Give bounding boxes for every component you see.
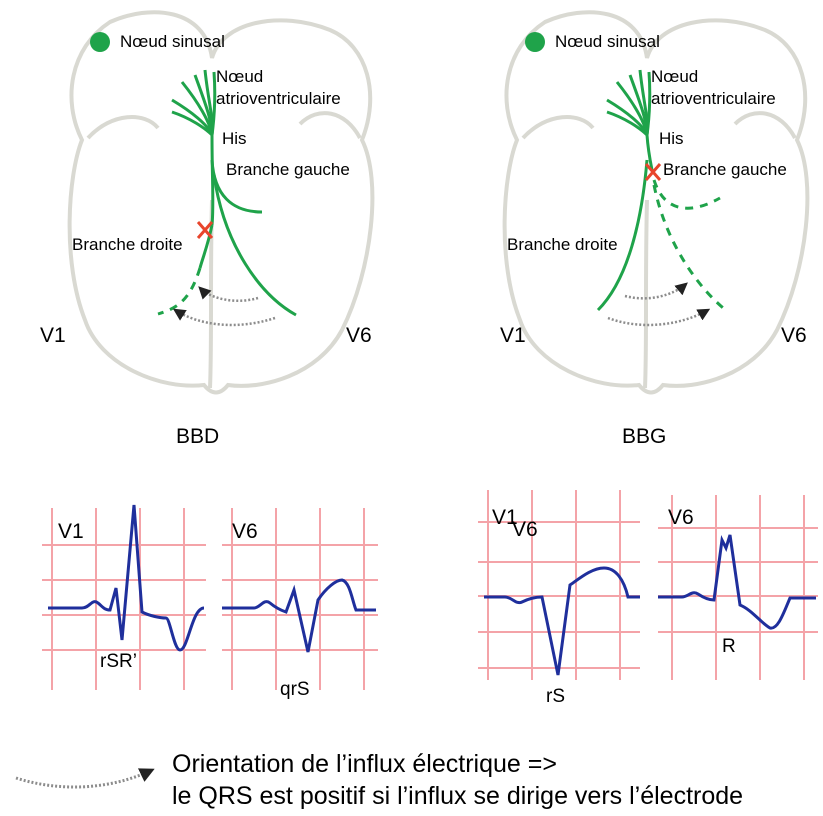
bbg-label: BBG [622, 425, 666, 448]
ecg-pattern-bbg-v1: rS [546, 686, 565, 707]
lead-v1-label-right: V1 [500, 324, 526, 347]
legend-influx-arrow-icon [15, 768, 155, 789]
his-label-left: His [222, 129, 247, 148]
ecg-lead-bbg-v6: V6 [668, 506, 694, 529]
ecg-lead-bbd-v1: V1 [58, 520, 84, 543]
bbd-label: BBD [176, 425, 219, 448]
ecg-trace-bbg-v6 [658, 534, 816, 630]
sinus-node-label-left: Nœud sinusal [120, 32, 225, 51]
ecg-trace-bbd-v1 [48, 504, 205, 652]
influx-arrow-left-1 [198, 286, 259, 302]
av-node-label-left-1: Nœud [216, 67, 263, 86]
ecg-pattern-bbd-v1: rSR’ [100, 651, 137, 672]
ecg-bbd-v6: V6 qrS [222, 508, 378, 700]
conduction-system-right [596, 69, 729, 314]
sinus-node-dot-left [90, 32, 110, 52]
left-branch-label-right: Branche gauche [663, 160, 787, 179]
av-node-label-right-2: atrioventriculaire [651, 89, 776, 108]
ecg-bbg-v6: V6 R [658, 495, 818, 680]
influx-arrow-right-1 [624, 282, 688, 300]
av-node-label-right-1: Nœud [651, 67, 698, 86]
sinus-node-dot-right [525, 32, 545, 52]
ecg-trace-bbg-v1 [484, 566, 640, 676]
heart-atrium-divider-left [86, 111, 362, 140]
heart-left: Nœud sinusal Nœud atrioventriculaire His… [40, 10, 375, 395]
right-branch-label-left: Branche droite [72, 235, 183, 254]
ecg-bbd-v1: V1 rSR’ [42, 504, 206, 690]
heart-right: Nœud sinusal Nœud atrioventriculaire His… [500, 10, 810, 395]
legend-line-2: le QRS est positif si l’influx se dirige… [172, 782, 744, 810]
ecg-pattern-bbd-v6: qrS [280, 679, 310, 700]
ecg-bbg-v1: V1 V6 rS [478, 490, 640, 707]
legend-line-1: Orientation de l’influx électrique => [172, 750, 557, 778]
heart-septum-right [643, 199, 649, 389]
block-mark-right-branch [196, 221, 214, 239]
ecg-grid-bbd-v1 [42, 508, 206, 690]
left-branch-label-left: Branche gauche [226, 160, 350, 179]
block-mark-left-branch [644, 163, 662, 181]
influx-arrow-right-2 [607, 308, 711, 327]
ecg-pattern-bbg-v6: R [722, 636, 736, 657]
av-node-label-left-2: atrioventriculaire [216, 89, 341, 108]
ecg-lead-bbg-v1: V1 [492, 506, 518, 529]
his-label-right: His [659, 129, 684, 148]
heart-outline-left [67, 10, 375, 395]
conduction-system-left [157, 69, 297, 317]
lead-v6-label-right: V6 [781, 324, 807, 347]
heart-outline-right [502, 10, 810, 395]
heart-atrium-divider-right [521, 111, 797, 140]
influx-arrow-left-2 [172, 308, 276, 327]
right-branch-label-right: Branche droite [507, 235, 618, 254]
ecg-lead-bbd-v6: V6 [232, 520, 258, 543]
sinus-node-label-right: Nœud sinusal [555, 32, 660, 51]
ecg-trace-bbd-v6 [222, 578, 376, 653]
ecg-lead-bbg-v1-overlap: V6 [512, 518, 538, 541]
lead-v6-label-left: V6 [346, 324, 372, 347]
lead-v1-label-left: V1 [40, 324, 66, 347]
